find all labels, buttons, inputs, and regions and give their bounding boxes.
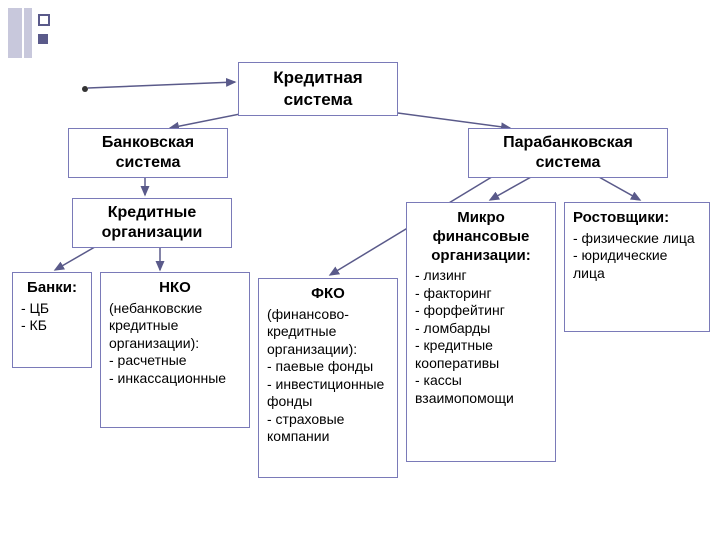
- node-credit-orgs: Кредитные организации: [72, 198, 232, 248]
- list-item: - КБ: [21, 317, 83, 335]
- leaf-usurers: Ростовщики: - физические лица- юридическ…: [564, 202, 710, 332]
- list-item: - инвестиционные фонды: [267, 376, 389, 411]
- credit-orgs-label: Кредитные организации: [102, 204, 203, 241]
- leaf-mfo: Микро финансовые организации: - лизинг- …: [406, 202, 556, 462]
- leaf-nko: НКО (небанковские кредитные организации)…: [100, 272, 250, 428]
- banking-label: Банковская система: [102, 134, 194, 171]
- banks-items: - ЦБ- КБ: [21, 300, 83, 335]
- list-item: - страховые компании: [267, 411, 389, 446]
- list-item: (небанковские кредитные организации):: [109, 300, 241, 353]
- list-item: - юридические лица: [573, 247, 701, 282]
- list-item: - физические лица: [573, 230, 701, 248]
- list-item: - кассы взаимопомощи: [415, 372, 547, 407]
- list-item: (финансово-кредитные организации):: [267, 306, 389, 359]
- root-label: Кредитная система: [273, 68, 362, 109]
- fko-items: (финансово-кредитные организации):- паев…: [267, 306, 389, 446]
- list-item: - факторинг: [415, 285, 547, 303]
- leaf-fko: ФКО (финансово-кредитные организации):- …: [258, 278, 398, 478]
- node-parabanking: Парабанковская система: [468, 128, 668, 178]
- list-item: - кредитные кооперативы: [415, 337, 547, 372]
- list-item: - форфейтинг: [415, 302, 547, 320]
- parabanking-label: Парабанковская система: [503, 134, 633, 171]
- nko-heading: НКО: [109, 279, 241, 298]
- usurers-items: - физические лица- юридические лица: [573, 230, 701, 283]
- nko-items: (небанковские кредитные организации):- р…: [109, 300, 241, 388]
- list-item: - инкассационные: [109, 370, 241, 388]
- node-banking: Банковская система: [68, 128, 228, 178]
- banks-heading: Банки:: [21, 279, 83, 298]
- usurers-heading: Ростовщики:: [573, 209, 701, 228]
- node-root: Кредитная система: [238, 62, 398, 116]
- list-item: - расчетные: [109, 352, 241, 370]
- list-item: - лизинг: [415, 267, 547, 285]
- list-item: - паевые фонды: [267, 358, 389, 376]
- fko-heading: ФКО: [267, 285, 389, 304]
- origin-dot: [82, 86, 88, 92]
- leaf-banks: Банки: - ЦБ- КБ: [12, 272, 92, 368]
- mfo-items: - лизинг- факторинг- форфейтинг- ломбард…: [415, 267, 547, 407]
- list-item: - ЦБ: [21, 300, 83, 318]
- list-item: - ломбарды: [415, 320, 547, 338]
- mfo-heading: Микро финансовые организации:: [415, 209, 547, 265]
- slide-decoration: [8, 8, 58, 58]
